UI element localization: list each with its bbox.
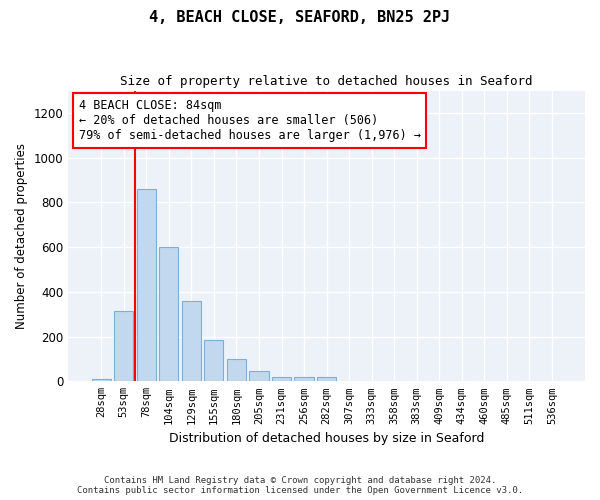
Bar	[159, 247, 178, 382]
Y-axis label: Number of detached properties: Number of detached properties	[15, 143, 28, 329]
Text: 4 BEACH CLOSE: 84sqm
← 20% of detached houses are smaller (506)
79% of semi-deta: 4 BEACH CLOSE: 84sqm ← 20% of detached h…	[79, 100, 421, 142]
Bar	[137, 189, 156, 382]
X-axis label: Distribution of detached houses by size in Seaford: Distribution of detached houses by size …	[169, 432, 484, 445]
Text: Contains HM Land Registry data © Crown copyright and database right 2024.
Contai: Contains HM Land Registry data © Crown c…	[77, 476, 523, 495]
Text: 4, BEACH CLOSE, SEAFORD, BN25 2PJ: 4, BEACH CLOSE, SEAFORD, BN25 2PJ	[149, 10, 451, 25]
Bar	[182, 301, 201, 382]
Bar	[317, 377, 336, 382]
Bar	[227, 359, 246, 382]
Bar	[272, 377, 291, 382]
Bar	[250, 371, 269, 382]
Bar	[205, 340, 223, 382]
Title: Size of property relative to detached houses in Seaford: Size of property relative to detached ho…	[121, 75, 533, 88]
Bar	[295, 377, 314, 382]
Bar	[92, 379, 111, 382]
Bar	[114, 311, 133, 382]
